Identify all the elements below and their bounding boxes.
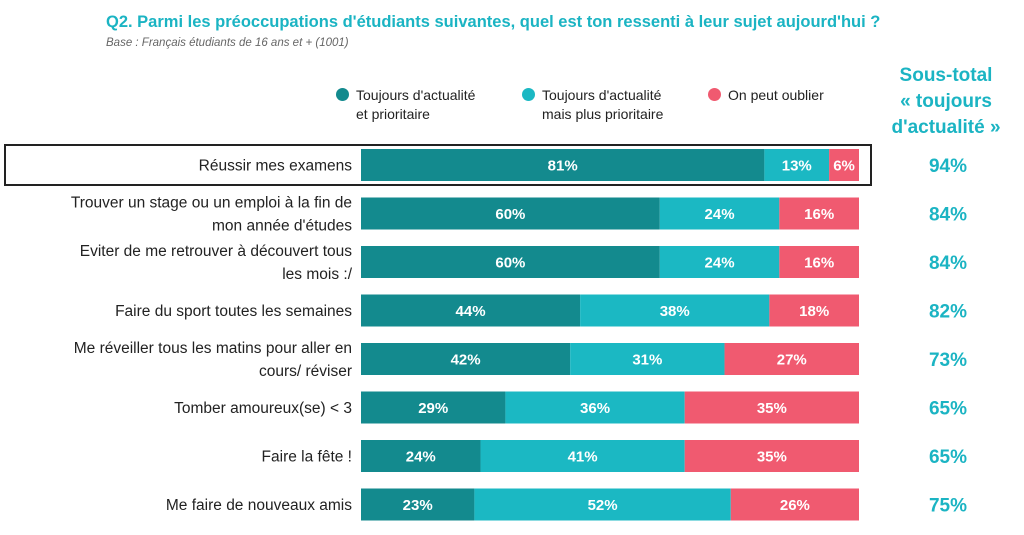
subtotal-header-line-3: d'actualité » xyxy=(891,117,1001,138)
bar-value-label-6-2: 35% xyxy=(757,449,787,466)
bar-value-label-5-2: 35% xyxy=(757,400,787,417)
bar-segment-7-2 xyxy=(730,488,859,521)
bar-value-label-7-1: 52% xyxy=(588,497,618,514)
bar-value-label-6-1: 41% xyxy=(568,449,598,466)
legend-item-0: Toujours d'actualité et prioritaire xyxy=(336,86,475,124)
bar-segment-6-0 xyxy=(361,440,481,472)
subtotal-header: Sous-total « toujours d'actualité » xyxy=(876,63,1016,141)
bar-value-label-0-1: 13% xyxy=(782,158,812,175)
bar-value-label-3-0: 44% xyxy=(456,303,486,320)
bar-value-label-4-1: 31% xyxy=(632,352,662,369)
bar-segment-6-2 xyxy=(684,440,859,472)
subtotal-value-1: 84% xyxy=(929,205,967,226)
chart-legend: Toujours d'actualité et prioritaire Toujou… xyxy=(0,86,880,132)
subtotal-value-2: 84% xyxy=(929,253,967,274)
bar-value-label-5-0: 29% xyxy=(418,400,448,417)
bar-segment-0-2 xyxy=(829,149,859,181)
bar-segment-2-0 xyxy=(361,246,660,278)
bar-segment-0-1 xyxy=(764,149,830,181)
category-label-3-0: Faire du sport toutes les semaines xyxy=(115,303,352,320)
legend-label-1: Toujours d'actualité mais plus prioritair… xyxy=(542,87,664,122)
category-label-4-0: Me réveiller tous les matins pour aller … xyxy=(74,340,352,357)
category-label-0-0: Réussir mes examens xyxy=(199,158,353,175)
bar-value-label-2-1: 24% xyxy=(705,255,735,272)
bar-segment-6-1 xyxy=(480,440,685,472)
bar-value-label-1-1: 24% xyxy=(705,206,735,223)
bar-segment-3-2 xyxy=(769,294,859,327)
category-label-1-0: Trouver un stage ou un emploi à la fin d… xyxy=(71,195,352,212)
bar-segment-5-0 xyxy=(361,391,506,424)
bar-segment-4-2 xyxy=(724,343,859,375)
bar-value-label-1-0: 60% xyxy=(495,206,525,223)
legend-swatch-1 xyxy=(522,88,535,101)
category-label-2-1: les mois :/ xyxy=(282,266,352,283)
bar-value-label-6-0: 24% xyxy=(406,449,436,466)
bar-value-label-3-1: 38% xyxy=(660,303,690,320)
bar-segment-2-2 xyxy=(779,246,859,278)
subtotal-header-line-2: « toujours xyxy=(900,91,992,112)
category-label-5-0: Tomber amoureux(se) < 3 xyxy=(174,400,352,417)
category-label-1-1: mon année d'études xyxy=(212,218,352,235)
bar-segment-1-0 xyxy=(361,197,660,230)
bar-segment-3-1 xyxy=(580,294,770,327)
category-label-6-0: Faire la fête ! xyxy=(262,449,352,466)
category-label-2-0: Eviter de me retrouver à découvert tous xyxy=(80,243,352,260)
subtotal-value-4: 73% xyxy=(929,350,967,371)
bar-value-label-2-0: 60% xyxy=(495,255,525,272)
bar-value-label-4-2: 27% xyxy=(777,352,807,369)
bar-value-label-7-0: 23% xyxy=(403,497,433,514)
bar-segment-1-2 xyxy=(779,197,859,230)
highlight-box xyxy=(4,144,872,186)
bar-value-label-7-2: 26% xyxy=(780,497,810,514)
bar-segment-2-1 xyxy=(659,246,780,278)
category-label-7-0: Me faire de nouveaux amis xyxy=(166,497,352,514)
category-label-4-1: cours/ réviser xyxy=(259,363,352,380)
legend-swatch-0 xyxy=(336,88,349,101)
bar-segment-5-2 xyxy=(684,391,859,424)
bar-segment-7-1 xyxy=(474,488,731,521)
subtotal-value-3: 82% xyxy=(929,302,967,323)
subtotal-value-7: 75% xyxy=(929,496,967,517)
bar-segment-4-0 xyxy=(361,343,571,375)
subtotal-value-0: 94% xyxy=(929,156,967,177)
legend-swatch-2 xyxy=(708,88,721,101)
legend-item-1: Toujours d'actualité mais plus prioritair… xyxy=(522,86,663,124)
chart-title: Q2. Parmi les préoccupations d'étudiants… xyxy=(106,13,881,31)
subtotal-value-6: 65% xyxy=(929,447,967,468)
bar-segment-5-1 xyxy=(505,391,685,424)
bar-value-label-0-2: 6% xyxy=(833,158,855,175)
bar-value-label-5-1: 36% xyxy=(580,400,610,417)
chart-base-note: Base : Français étudiants de 16 ans et +… xyxy=(106,37,349,49)
subtotal-value-5: 65% xyxy=(929,399,967,420)
bar-segment-0-0 xyxy=(361,149,765,181)
bar-value-label-2-2: 16% xyxy=(804,255,834,272)
bar-value-label-4-0: 42% xyxy=(451,352,481,369)
bar-segment-7-0 xyxy=(361,488,475,521)
bar-value-label-3-2: 18% xyxy=(799,303,829,320)
bar-value-label-1-2: 16% xyxy=(804,206,834,223)
subtotal-header-line-1: Sous-total xyxy=(899,65,993,86)
legend-label-2: On peut oublier xyxy=(728,87,824,103)
bar-value-label-0-0: 81% xyxy=(548,158,578,175)
bar-segment-1-1 xyxy=(659,197,780,230)
legend-item-2: On peut oublier xyxy=(708,86,824,105)
bar-segment-4-1 xyxy=(570,343,725,375)
legend-label-0: Toujours d'actualité et prioritaire xyxy=(356,87,476,122)
bar-segment-3-0 xyxy=(361,294,581,327)
